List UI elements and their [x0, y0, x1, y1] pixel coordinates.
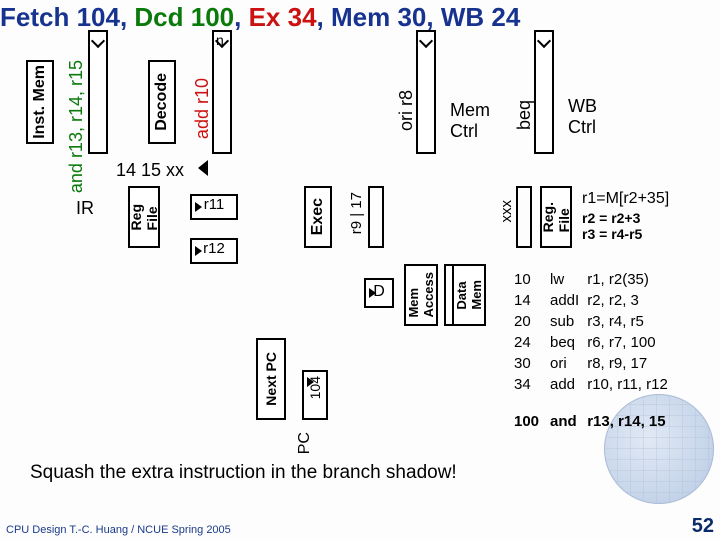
latch-4	[534, 30, 554, 154]
page-number: 52	[692, 515, 714, 538]
xxx-label: xxx	[498, 200, 515, 223]
latch-2	[212, 30, 232, 154]
mux-icon	[198, 160, 208, 176]
pc-label: PC	[296, 432, 314, 454]
table-row: 14addIr2, r2, 3	[514, 291, 674, 310]
latch-3	[416, 30, 436, 154]
data-mem-box: Data Mem	[452, 264, 486, 326]
d-box: D	[364, 278, 394, 308]
pc-val-box: 104	[302, 370, 328, 420]
program-table: 10lwr1, r2(35) 14addIr2, r2, 3 20subr3, r4…	[512, 268, 676, 433]
annot-r3: r3 = r4-r5	[582, 226, 642, 242]
table-row: 10lwr1, r2(35)	[514, 270, 674, 289]
r11-box: r11	[190, 194, 238, 220]
table-row: 20subr3, r4, r5	[514, 312, 674, 331]
latch4-signal: beq	[514, 100, 535, 130]
latch3-signal: ori r8	[396, 90, 417, 131]
title-bar: Fetch 104, Dcd 100, Ex 34, Mem 30, WB 24	[0, 2, 720, 33]
latch2-signal: add r10	[192, 78, 213, 139]
inst-mem-box: Inst. Mem	[26, 60, 54, 144]
mem-ctrl-label: Mem Ctrl	[450, 100, 490, 142]
ir-label: IR	[76, 198, 94, 219]
latch1-signal: and r13, r14, r15	[66, 60, 87, 193]
regfile-right: Reg. File	[540, 186, 572, 248]
latch-1	[88, 30, 108, 154]
squash-text: Squash the extra instruction in the bran…	[30, 462, 457, 484]
exec-out: r9 | 17	[348, 192, 365, 234]
next-pc-box: Next PC	[256, 338, 286, 420]
reg-sel-text: 14 15 xx	[116, 160, 184, 181]
exec-box: Exec	[304, 186, 332, 248]
exec-latch	[368, 186, 384, 248]
r12-box: r12	[190, 238, 238, 264]
decode-box: Decode	[148, 60, 176, 144]
table-row: 34addr10, r11, r12	[514, 375, 674, 394]
table-row: 30orir8, r9, 17	[514, 354, 674, 373]
xxx-latch	[516, 186, 532, 248]
table-row: 100andr13, r14, 15	[514, 412, 674, 431]
annot-r2: r2 = r2+3	[582, 210, 640, 226]
table-row: 24beqr6, r7, 100	[514, 333, 674, 352]
regfile-left: Reg File	[128, 186, 160, 248]
annot-r1: r1=M[r2+35]	[582, 190, 669, 208]
n-label: n	[216, 32, 224, 48]
mem-access-box: Mem Access	[404, 264, 438, 326]
wb-ctrl-label: WB Ctrl	[568, 96, 597, 138]
dm-latch	[444, 264, 454, 326]
footer-credit: CPU Design T.-C. Huang / NCUE Spring 200…	[6, 524, 231, 536]
